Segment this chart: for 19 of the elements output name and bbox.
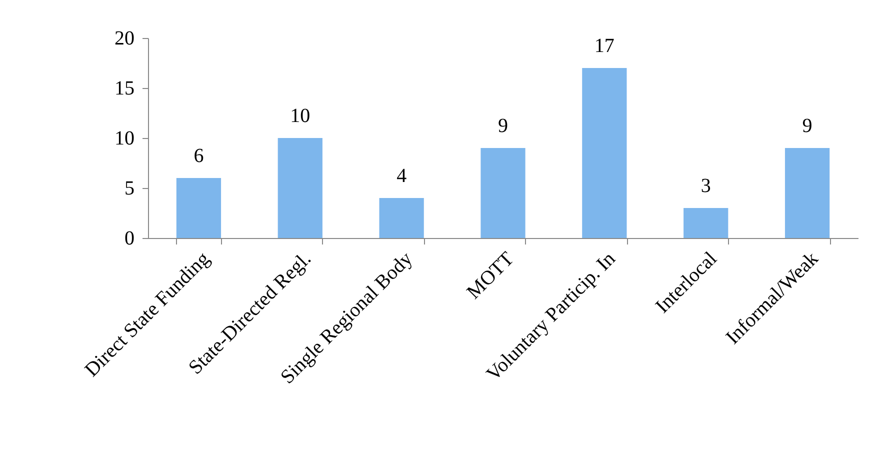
data-label: 3: [700, 175, 711, 197]
y-tick-label: 15: [114, 78, 134, 100]
y-tick-label: 20: [114, 28, 134, 50]
y-tick-label: 5: [124, 178, 134, 200]
data-label: 4: [396, 165, 407, 187]
data-label: 10: [290, 105, 310, 127]
data-label: 9: [802, 115, 812, 137]
bar: [379, 198, 424, 238]
bar: [582, 68, 627, 238]
data-label: 17: [594, 35, 614, 57]
bar: [176, 178, 222, 238]
data-label: 9: [498, 115, 508, 137]
y-tick-label: 0: [124, 228, 134, 250]
y-tick-label: 10: [114, 128, 134, 150]
bar: [480, 148, 526, 238]
bar: [278, 138, 322, 238]
bar: [784, 148, 830, 238]
data-label: 6: [194, 145, 204, 167]
bar: [684, 208, 728, 238]
